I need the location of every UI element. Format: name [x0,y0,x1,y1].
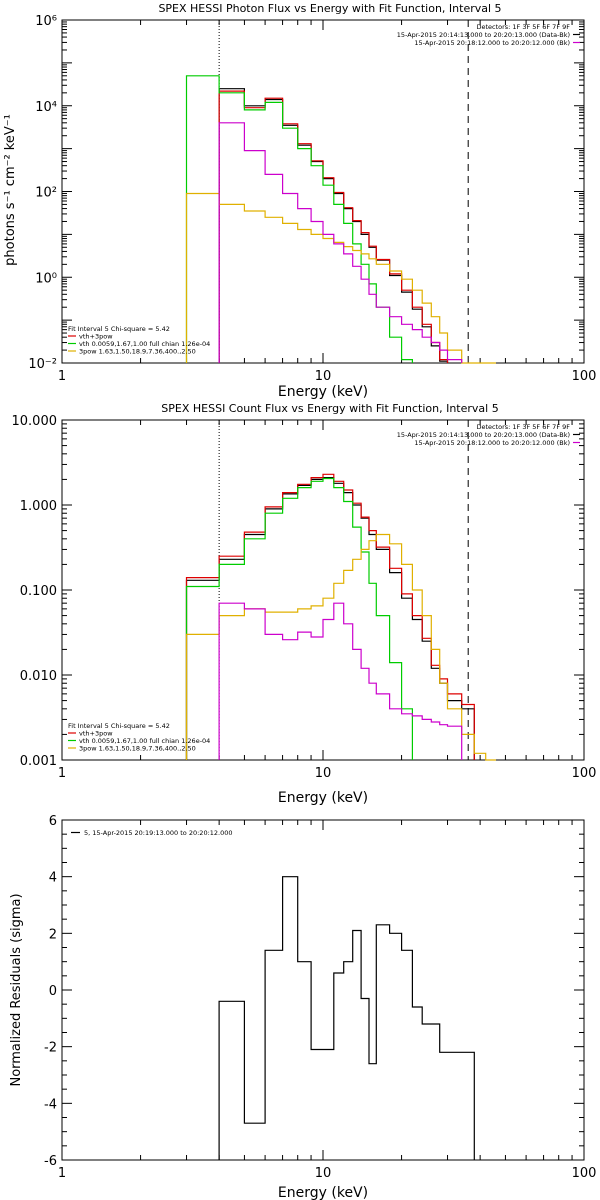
y-tick-label: 6 [49,814,57,829]
y-tick-label: 0.001 [20,754,57,769]
series-line-data-bk [218,88,449,363]
legend-text: 5, 15-Apr-2015 20:19:13.000 to 20:20:12.… [84,829,233,837]
series-line-bk [218,122,463,363]
y-tick-label: 1.000 [20,499,57,514]
legend-bottom: Fit Interval 5 Chi-square = 5.42vth+3pow… [68,325,210,356]
plot-frame [61,19,585,364]
data-marks [185,420,496,761]
y-tick-label: -6 [44,1154,57,1169]
legend-text: Fit Interval 5 Chi-square = 5.42 [68,722,170,730]
y-tick-label: 10.000 [12,414,58,429]
x-tick-label: 100 [572,1166,597,1181]
series-line-3pow [185,533,496,761]
x-axis-label: Energy (keV) [278,1185,368,1200]
y-tick-label: 10⁶ [35,14,57,29]
y-tick-label: 0.100 [20,584,57,599]
y-axis-label: photons s⁻¹ cm⁻² keV⁻¹ [3,114,18,266]
legend-text: vth+3pow [79,333,113,341]
series-line-vth-3pow [218,90,449,363]
axis-ticks: 1 10 100 -6 -4 -2 0 2 4 6 [44,814,596,1181]
data-marks [185,20,496,364]
x-axis-label: Energy (keV) [278,384,368,400]
count-flux-chart: SPEX HESSI Count Flux vs Energy with Fit… [12,402,597,806]
y-tick-label: 10⁴ [35,100,57,115]
legend-text: vth 0.0059,1.67,1.00 full chian 1.26e-04 [79,737,210,745]
legend-text: Detectors: 1F 3F 5F 6F 7F 9F [476,23,570,31]
plot-frame [61,819,585,1161]
legend-text: Detectors: 1F 3F 5F 6F 7F 9F [476,423,570,431]
legend-text: vth+3pow [79,730,113,738]
y-tick-label: -4 [44,1097,57,1112]
x-axis-label: Energy (keV) [278,790,368,806]
x-tick-label: 1 [58,1166,66,1181]
legend-top: Detectors: 1F 3F 5F 6F 7F 9F15-Apr-2015 … [397,423,580,447]
y-tick-label: 0 [49,984,57,999]
y-tick-label: 10² [35,186,57,201]
series-line-bk [218,602,463,760]
x-tick-label: 100 [572,369,597,384]
x-tick-label: 1 [58,369,66,384]
legend-text: 3pow 1.63,1.50,18.9,7.36,400.,2.50 [79,348,196,356]
x-tick-label: 1 [58,766,66,781]
y-tick-label: 10⁰ [35,271,57,286]
series-line-vth [185,75,413,363]
legend-text: 15-Apr-2015 20:14:13.000 to 20:20:13.000… [397,31,570,39]
chart-title: SPEX HESSI Photon Flux vs Energy with Fi… [158,2,501,15]
y-tick-label: 0.010 [20,669,57,684]
plot-frame [61,419,585,761]
y-tick-label: 2 [49,927,57,942]
residuals-chart: 1 10 100 -6 -4 -2 0 2 4 6 Energy (keV) Normalized… [9,814,596,1200]
series-line-residuals [218,876,475,1160]
series-line-3pow [185,192,496,364]
y-axis-label: Normalized Residuals (sigma) [9,893,24,1086]
series-line-vth-3pow [185,473,475,760]
data-marks [218,876,475,1160]
legend-text: 3pow 1.63,1.50,18.9,7.36,400.,2.50 [79,745,196,753]
legend: 5, 15-Apr-2015 20:19:13.000 to 20:20:12.… [71,829,233,837]
x-tick-label: 10 [315,766,332,781]
legend-text: vth 0.0059,1.67,1.00 full chian 1.26e-04 [79,340,210,348]
chart-title: SPEX HESSI Count Flux vs Energy with Fit… [161,402,498,415]
x-tick-label: 10 [315,1166,332,1181]
photon-flux-chart: SPEX HESSI Photon Flux vs Energy with Fi… [3,2,596,400]
legend-text: 15-Apr-2015 20:18:12.000 to 20:20:12.000… [414,439,570,447]
y-tick-label: 10⁻² [28,357,57,372]
series-line-vth [185,477,413,760]
legend-bottom: Fit Interval 5 Chi-square = 5.42vth+3pow… [68,722,210,753]
legend-text: Fit Interval 5 Chi-square = 5.42 [68,325,170,333]
y-tick-label: -2 [44,1041,57,1056]
x-tick-label: 10 [315,369,332,384]
x-tick-label: 100 [572,766,597,781]
legend-text: 15-Apr-2015 20:18:12.000 to 20:20:12.000… [414,39,570,47]
axis-ticks: 1 10 100 0.001 0.010 0.100 1.000 10.000 [12,414,597,781]
legend-text: 15-Apr-2015 20:14:13.000 to 20:20:13.000… [397,431,570,439]
y-tick-label: 4 [49,871,57,886]
legend-top: Detectors: 1F 3F 5F 6F 7F 9F15-Apr-2015 … [397,23,580,47]
